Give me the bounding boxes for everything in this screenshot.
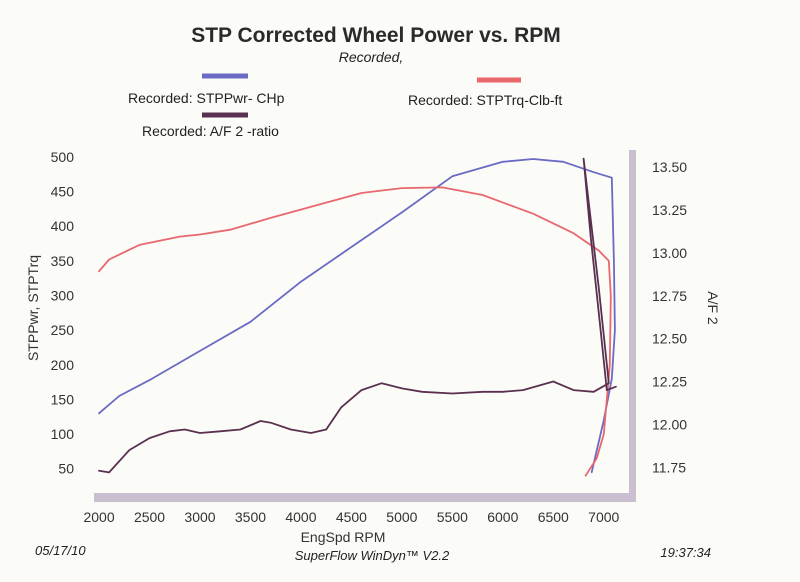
left-tick-label: 150 [51, 391, 75, 407]
left-tick-label: 50 [58, 461, 74, 477]
chart-title: STP Corrected Wheel Power vs. RPM [191, 24, 561, 47]
right-tick-label: 12.00 [652, 416, 687, 432]
right-axis-ticks: 11.75 12.00 12.25 12.50 12.75 13.00 13.25 13.50 [652, 159, 687, 475]
x-tick-label: 3500 [235, 509, 266, 525]
x-tick-label: 7000 [588, 509, 619, 525]
left-tick-label: 400 [51, 218, 75, 234]
right-tick-label: 12.50 [652, 331, 687, 347]
plot-right-border [629, 150, 636, 502]
x-tick-label: 6500 [538, 509, 569, 525]
series-line-a-f-2 [98, 157, 617, 474]
plot-bottom-border [94, 493, 636, 502]
right-axis-label: A/F 2 [705, 291, 721, 325]
footer-date: 05/17/10 [35, 543, 86, 558]
left-tick-label: 200 [51, 357, 75, 373]
right-tick-label: 13.00 [652, 245, 687, 261]
x-tick-label: 5000 [386, 509, 417, 525]
x-tick-label: 3000 [184, 509, 215, 525]
left-tick-label: 100 [51, 426, 75, 442]
series-lines [98, 157, 617, 477]
legend-label-stptrq: Recorded: STPTrq-Clb-ft [408, 92, 562, 108]
x-tick-label: 5500 [437, 509, 468, 525]
right-tick-label: 12.75 [652, 288, 687, 304]
right-tick-label: 11.75 [652, 459, 686, 475]
legend-label-stppwr: Recorded: STPPwr- CHp [128, 90, 285, 106]
footer-time: 19:37:34 [660, 545, 711, 560]
left-tick-label: 250 [51, 322, 75, 338]
left-tick-label: 300 [51, 288, 75, 304]
x-tick-label: 6000 [487, 509, 518, 525]
left-tick-label: 450 [51, 184, 75, 200]
right-tick-label: 13.50 [652, 159, 687, 175]
x-tick-label: 4000 [285, 509, 316, 525]
footer-software: SuperFlow WinDyn™ V2.2 [295, 548, 450, 563]
x-axis-ticks: 2000 2500 3000 3500 4000 4500 5000 5500 6000 6500… [83, 509, 619, 525]
x-tick-label: 2000 [83, 509, 114, 525]
series-line-stppwr [98, 158, 616, 474]
x-axis-label: EngSpd RPM [301, 529, 386, 545]
left-axis-ticks: 50 100 150 200 250 300 350 400 450 500 [51, 149, 75, 477]
left-tick-label: 350 [51, 253, 75, 269]
x-tick-label: 2500 [134, 509, 165, 525]
left-tick-label: 500 [51, 149, 75, 165]
left-axis-label: STPPwr, STPTrq [25, 255, 41, 361]
legend-label-af2: Recorded: A/F 2 -ratio [142, 123, 279, 139]
series-line-stptrq [98, 186, 612, 477]
chart-subtitle: Recorded, [339, 49, 404, 65]
x-tick-label: 4500 [336, 509, 367, 525]
right-tick-label: 12.25 [652, 374, 687, 390]
right-tick-label: 13.25 [652, 202, 687, 218]
